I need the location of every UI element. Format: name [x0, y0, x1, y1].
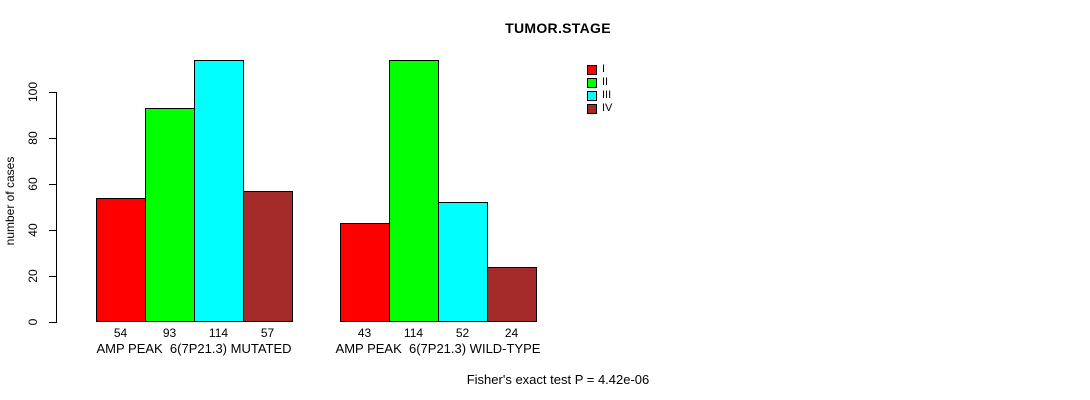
- bar-g1-stage-iii: [438, 202, 488, 322]
- legend-label: IV: [602, 102, 613, 114]
- bar-value-label: 93: [162, 326, 177, 340]
- bar-value-label: 24: [504, 326, 519, 340]
- y-tick-label: 40: [26, 223, 40, 237]
- bar-g1-stage-iv: [487, 267, 537, 322]
- y-tick-mark: [49, 138, 56, 139]
- legend-label: I: [602, 63, 606, 75]
- legend-item-i: I: [587, 63, 612, 76]
- bar-value-label: 114: [208, 326, 229, 340]
- bar-g0-stage-iii: [194, 60, 244, 322]
- legend-label: III: [602, 89, 612, 101]
- bar-value-label: 43: [357, 326, 372, 340]
- y-axis-label: number of cases: [3, 156, 17, 246]
- legend-item-ii: II: [587, 76, 612, 89]
- legend-swatch-icon: [587, 90, 597, 101]
- group-label-wild-type: AMP PEAK 6(7P21.3) WILD-TYPE: [335, 341, 541, 356]
- bar-value-label: 114: [403, 326, 424, 340]
- y-tick-label: 100: [26, 81, 40, 103]
- bar-g1-stage-i: [340, 223, 390, 322]
- legend-swatch-icon: [587, 103, 597, 114]
- bar-g0-stage-iv: [243, 191, 293, 322]
- y-tick-mark: [49, 230, 56, 231]
- bar-value-label: 54: [113, 326, 128, 340]
- y-tick-label: 80: [26, 131, 40, 145]
- y-tick-mark: [49, 276, 56, 277]
- legend-item-iv: IV: [587, 102, 612, 115]
- group-label-mutated: AMP PEAK 6(7P21.3) MUTATED: [96, 341, 292, 356]
- legend-label: II: [602, 76, 609, 88]
- y-tick-label: 60: [26, 177, 40, 191]
- legend-swatch-icon: [587, 64, 597, 75]
- legend: I II III IV: [587, 63, 612, 115]
- y-tick-label: 0: [26, 318, 40, 326]
- bar-value-label: 52: [455, 326, 470, 340]
- legend-item-iii: III: [587, 89, 612, 102]
- legend-swatch-icon: [587, 77, 597, 88]
- bar-g1-stage-ii: [389, 60, 439, 322]
- y-tick-mark: [49, 184, 56, 185]
- y-axis-line: [56, 92, 57, 323]
- chart-title: TUMOR.STAGE: [505, 20, 611, 36]
- bar-g0-stage-ii: [145, 108, 195, 322]
- fisher-test-footnote: Fisher's exact test P = 4.42e-06: [466, 372, 650, 387]
- bar-value-label: 57: [260, 326, 275, 340]
- y-tick-mark: [49, 92, 56, 93]
- y-tick-label: 20: [26, 269, 40, 283]
- y-tick-mark: [49, 322, 56, 323]
- bar-g0-stage-i: [96, 198, 146, 322]
